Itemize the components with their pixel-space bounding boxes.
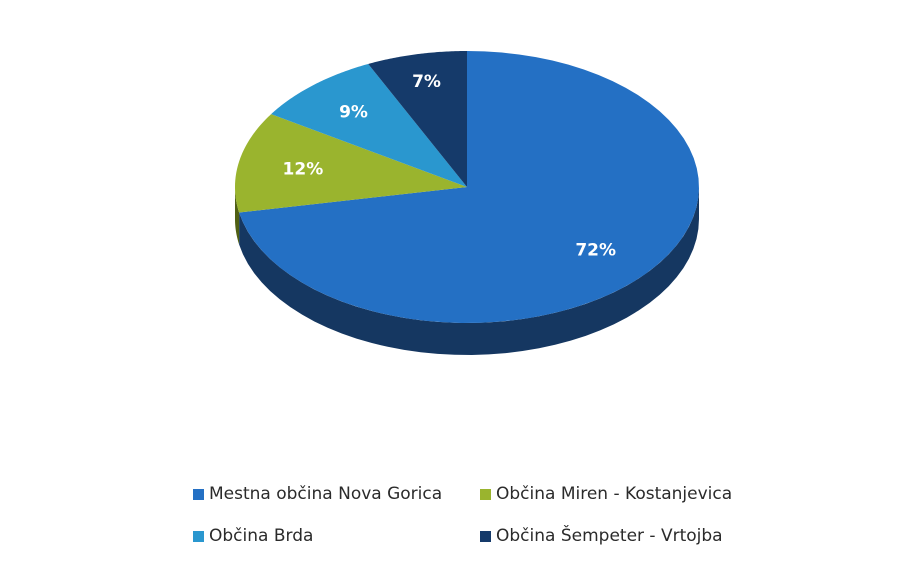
legend-swatch-brda: [193, 530, 204, 542]
pie-side-walls: [235, 187, 700, 355]
pie-slice-nova-gorica: [239, 51, 699, 323]
legend-item-brda: Občina Brda: [193, 526, 313, 546]
pie-slices: [235, 51, 699, 323]
legend-label-brda: Občina Brda: [209, 526, 314, 546]
chart-legend: Mestna občina Nova Gorica Občina Miren -…: [193, 478, 793, 558]
pie-side-nova-gorica: [239, 187, 700, 355]
legend-item-sempeter-vrtojba: Občina Šempeter - Vrtojba: [480, 526, 723, 546]
pie-label-nova-gorica: 72%: [575, 240, 616, 260]
legend-label-miren-kostanjevica: Občina Miren - Kostanjevica: [496, 484, 733, 504]
legend-label-nova-gorica: Mestna občina Nova Gorica: [209, 484, 443, 504]
legend-label-sempeter-vrtojba: Občina Šempeter - Vrtojba: [496, 526, 723, 546]
pie-slice-brda: [271, 63, 467, 187]
pie-slice-sempeter-vrtojba: [368, 51, 467, 187]
legend-item-miren-kostanjevica: Občina Miren - Kostanjevica: [480, 484, 732, 504]
pie-label-miren-kostanjevica: 12%: [283, 160, 324, 180]
pie-slice-miren-kostanjevica: [235, 114, 467, 213]
legend-swatch-miren-kostanjevica: [480, 488, 491, 500]
pie-label-sempeter-vrtojba: 7%: [412, 72, 441, 92]
legend-swatch-sempeter-vrtojba: [480, 530, 491, 542]
pie-data-labels: 72% 12% 9% 7%: [283, 72, 617, 261]
pie-label-brda: 9%: [339, 103, 368, 123]
pie-side-miren-kostanjevica: [235, 187, 240, 245]
legend-swatch-nova-gorica: [193, 488, 204, 500]
pie-chart: 72% 12% 9% 7%: [235, 51, 700, 355]
legend-item-nova-gorica: Mestna občina Nova Gorica: [193, 484, 442, 504]
